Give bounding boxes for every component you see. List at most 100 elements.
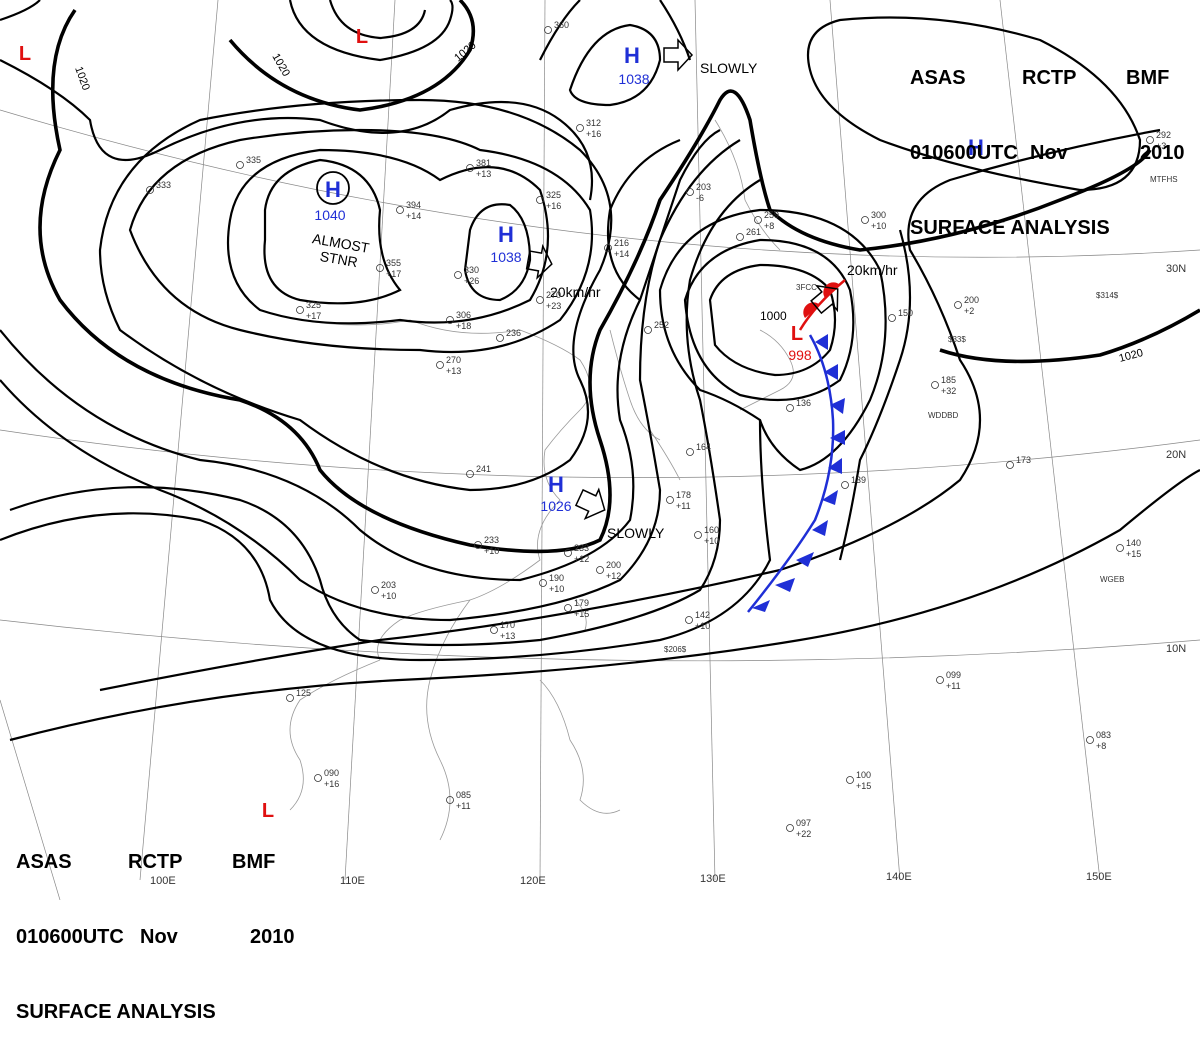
station-marker: [841, 481, 849, 489]
motion-label-20kmhr-1: 20km/hr: [550, 284, 601, 300]
low-center-3: L: [19, 43, 31, 65]
station-annotation: $33$: [948, 335, 966, 344]
header-unit: BMF: [232, 851, 276, 873]
station-marker: [685, 616, 693, 624]
header-time: 010600UTC: [910, 142, 1018, 164]
header-time: 010600UTC: [16, 926, 124, 948]
station-marker: [236, 161, 244, 169]
station-pressure: 136: [796, 398, 811, 408]
station-marker: [666, 496, 674, 504]
station-annotation: WDDBD: [928, 411, 958, 420]
header-year: 2010: [250, 926, 295, 948]
high-center-3-value: 1038: [618, 71, 649, 87]
header-year: 2010: [1140, 142, 1185, 164]
station-marker: [474, 541, 482, 549]
station-marker: [888, 314, 896, 322]
isobars: [0, 0, 1200, 742]
header-title: SURFACE ANALYSIS: [910, 217, 1110, 239]
station-pressure: 150: [898, 308, 913, 318]
station-pressure: 190: [549, 573, 564, 583]
low-center-4: L: [262, 800, 274, 822]
station-tendency: +8: [764, 221, 774, 231]
station-annotations: MTFHS WGEB WDDBD $206$ $314$ $33$ 3FCC: [664, 175, 1178, 654]
station-pressure: 325: [306, 300, 321, 310]
station-marker: [1146, 136, 1154, 144]
station-tendency: +11: [456, 801, 471, 811]
lon-label: 130E: [700, 873, 726, 885]
high-center-1-value: 1040: [314, 207, 345, 223]
pressure-centers: H 1040 H 1038 H 1038 H 1026 H L 998 L L …: [19, 26, 984, 822]
station-marker: [536, 296, 544, 304]
station-pressure: 100: [856, 770, 871, 780]
lat-label: 20N: [1166, 449, 1186, 461]
station-pressure: 216: [614, 238, 629, 248]
header-unit: BMF: [1126, 67, 1170, 89]
station-marker: [576, 124, 584, 132]
high-center-5: H: [968, 135, 984, 160]
header-station: RCTP: [1022, 67, 1077, 89]
header-station: RCTP: [128, 851, 183, 873]
station-marker: [604, 244, 612, 252]
station-pressure: 173: [1016, 455, 1031, 465]
station-tendency: -6: [696, 193, 704, 203]
lon-label: 120E: [520, 875, 546, 887]
station-annotation: $314$: [1096, 291, 1119, 300]
station-marker: [490, 626, 498, 634]
coastlines: [289, 119, 794, 841]
map-header-bottom: ASAS RCTP BMF 010600UTC Nov 2010 SURFACE ANA…: [16, 800, 295, 1050]
high-center-4-value: 1026: [540, 498, 571, 514]
station-tendency: +22: [796, 829, 811, 839]
station-marker: [536, 196, 544, 204]
cold-front: [747, 334, 845, 613]
station-marker: [446, 796, 454, 804]
station-marker: [446, 316, 454, 324]
station-marker: [544, 26, 552, 34]
station-pressure: 185: [941, 375, 956, 385]
station-pressure: 200: [964, 295, 979, 305]
station-tendency: +8: [1096, 741, 1106, 751]
high-center-2: H: [498, 222, 514, 247]
station-marker: [454, 271, 462, 279]
station-tendency: +2: [964, 306, 974, 316]
station-tendency: +15: [1126, 549, 1141, 559]
station-pressure: 252: [654, 320, 669, 330]
station-marker: [936, 676, 944, 684]
station-tendency: +15: [856, 781, 871, 791]
station-marker: [754, 216, 762, 224]
station-marker: [376, 264, 384, 272]
station-pressure: 097: [796, 818, 811, 828]
axis-labels: 100E 110E 120E 130E 140E 150E 30N 20N 10…: [150, 263, 1186, 887]
station-marker: [954, 301, 962, 309]
station-tendency: +14: [406, 211, 421, 221]
header-agency: ASAS: [16, 851, 72, 873]
station-pressure: 179: [574, 598, 589, 608]
station-tendency: +12: [606, 571, 621, 581]
station-tendency: +10: [704, 536, 719, 546]
station-pressure: 233: [484, 535, 499, 545]
station-marker: [736, 233, 744, 241]
high-center-1: H: [325, 177, 341, 202]
lat-lon-grid: [0, 0, 1200, 900]
station-pressure: 142: [695, 610, 710, 620]
high-center-ring: [316, 171, 350, 205]
station-tendency: +10: [695, 621, 710, 631]
station-pressure: 140: [1126, 538, 1141, 548]
station-pressure: 125: [296, 688, 311, 698]
station-pressure: 099: [946, 670, 961, 680]
station-marker: [644, 326, 652, 334]
station-pressure: 241: [476, 464, 491, 474]
station-marker: [466, 470, 474, 478]
station-pressure: 200: [606, 560, 621, 570]
motion-label-slowly-1: SLOWLY: [700, 60, 758, 76]
station-pressure: 233: [574, 543, 589, 553]
station-marker: [861, 216, 869, 224]
station-pressure: 394: [406, 200, 421, 210]
station-pressure: 236: [506, 328, 521, 338]
isobar-label: 1000: [760, 309, 787, 323]
high-center-2-value: 1038: [490, 249, 521, 265]
low-center-1: L: [791, 323, 803, 345]
weather-map: H 1040 H 1038 H 1038 H 1026 H L 998 L L …: [0, 0, 1200, 900]
header-month: Nov: [140, 926, 178, 948]
low-center-1-value: 998: [788, 347, 812, 363]
